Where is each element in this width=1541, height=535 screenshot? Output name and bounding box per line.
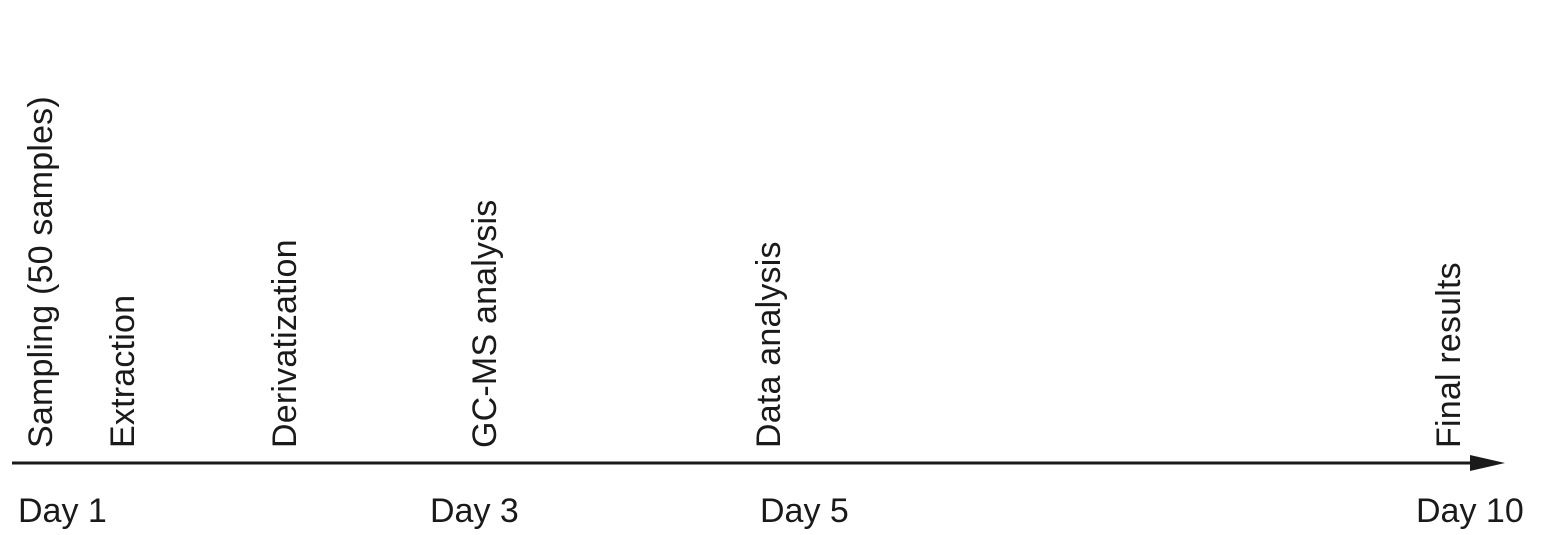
step-label-data-analysis: Data analysis	[750, 241, 788, 448]
step-label-final-results: Final results	[1430, 262, 1468, 448]
day-label-5: Day 5	[760, 492, 849, 530]
step-label-gcms-analysis: GC-MS analysis	[466, 199, 504, 448]
day-label-10: Day 10	[1416, 492, 1524, 530]
timeline-arrowhead	[1470, 455, 1505, 471]
step-label-sampling: Sampling (50 samples)	[22, 96, 60, 448]
day-label-1: Day 1	[18, 492, 107, 530]
step-label-derivatization: Derivatization	[266, 239, 304, 448]
day-label-3: Day 3	[430, 492, 519, 530]
step-label-extraction: Extraction	[104, 294, 142, 448]
